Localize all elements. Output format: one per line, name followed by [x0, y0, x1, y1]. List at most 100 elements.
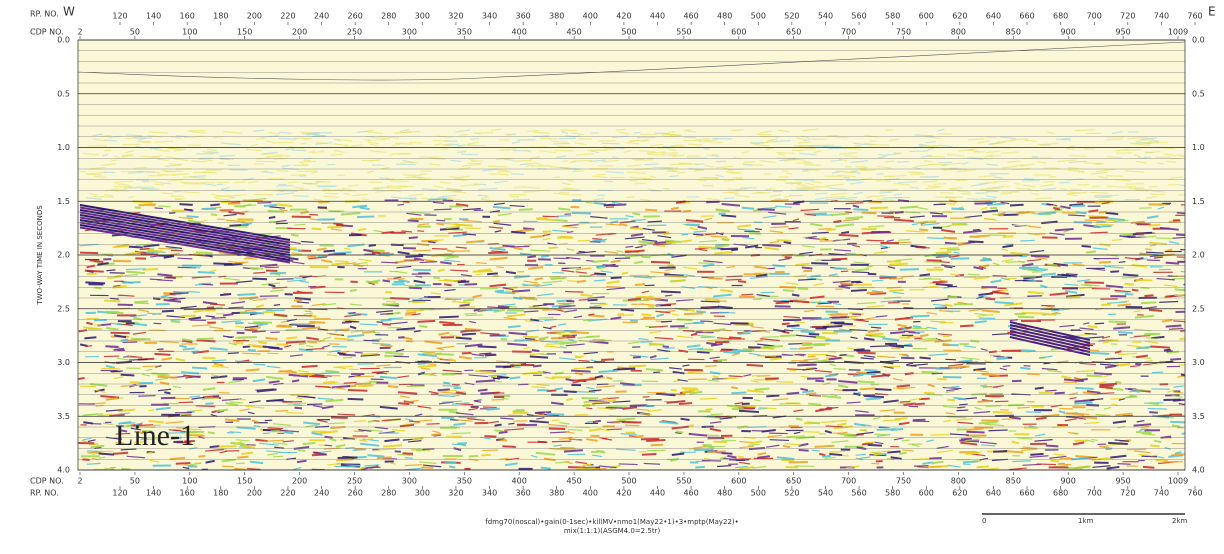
- trace-wiggle: [235, 361, 251, 362]
- trace-wiggle: [775, 199, 781, 200]
- cdp-ticks-label: 300: [402, 28, 417, 37]
- rp-ticks-label: 380: [549, 489, 564, 498]
- trace-wiggle: [771, 200, 788, 201]
- trace-wiggle: [458, 282, 470, 283]
- cdp-ticks-label: 650: [786, 477, 801, 486]
- trace-wiggle: [678, 327, 688, 328]
- trace-wiggle: [582, 398, 599, 399]
- trace-wiggle: [1169, 329, 1183, 330]
- trace-wiggle: [268, 211, 284, 212]
- cdp-ticks-label: 850: [1006, 28, 1021, 37]
- trace-wiggle: [593, 421, 601, 422]
- trace-wiggle: [636, 297, 654, 298]
- trace-wiggle: [302, 366, 318, 367]
- trace-wiggle: [94, 197, 114, 198]
- trace-wiggle: [788, 344, 802, 345]
- trace-wiggle: [307, 404, 322, 405]
- cdp-ticks-label: 400: [512, 28, 527, 37]
- trace-wiggle: [325, 371, 338, 372]
- trace-wiggle: [688, 371, 704, 372]
- trace-wiggle: [219, 446, 237, 447]
- trace-wiggle: [630, 228, 643, 229]
- trace-wiggle: [721, 215, 736, 216]
- rp-ticks-label: 320: [448, 489, 463, 498]
- rp-ticks-label: 500: [751, 489, 766, 498]
- trace-wiggle: [968, 274, 980, 275]
- trace-wiggle: [593, 261, 609, 262]
- rp-ticks-label: 680: [1053, 12, 1068, 21]
- trace-wiggle: [86, 346, 93, 347]
- trace-wiggle: [1178, 195, 1195, 196]
- trace-wiggle: [898, 239, 910, 240]
- trace-wiggle: [815, 193, 827, 194]
- trace-wiggle: [387, 186, 407, 187]
- trace-wiggle: [773, 301, 793, 302]
- trace-wiggle: [274, 305, 280, 306]
- trace-wiggle: [595, 241, 605, 242]
- trace-wiggle: [722, 453, 732, 454]
- trace-wiggle: [485, 355, 496, 356]
- trace-wiggle: [703, 331, 720, 332]
- trace-wiggle: [508, 415, 523, 416]
- trace-wiggle: [121, 339, 129, 340]
- trace-wiggle: [596, 174, 605, 175]
- trace-wiggle: [84, 337, 96, 338]
- trace-wiggle: [438, 389, 450, 390]
- trace-wiggle: [870, 346, 889, 347]
- trace-wiggle: [1166, 161, 1176, 162]
- trace-wiggle: [403, 175, 421, 176]
- trace-wiggle: [422, 449, 434, 450]
- trace-wiggle: [993, 451, 1007, 452]
- trace-wiggle: [797, 365, 816, 366]
- trace-wiggle: [113, 453, 128, 454]
- trace-wiggle: [889, 290, 903, 291]
- trace-wiggle: [85, 282, 105, 283]
- trace-wiggle: [829, 454, 842, 455]
- trace-wiggle: [646, 369, 663, 370]
- trace-wiggle: [268, 428, 284, 429]
- trace-wiggle: [565, 291, 583, 292]
- cdp-ticks-label: 1009: [1168, 28, 1188, 37]
- trace-wiggle: [434, 209, 452, 210]
- trace-wiggle: [187, 216, 199, 217]
- trace-wiggle: [1096, 415, 1105, 416]
- trace-wiggle: [995, 302, 1014, 303]
- trace-wiggle: [151, 373, 167, 374]
- trace-wiggle: [635, 183, 647, 184]
- trace-wiggle: [960, 326, 974, 327]
- trace-wiggle: [1156, 238, 1174, 239]
- trace-wiggle: [433, 140, 448, 141]
- trace-wiggle: [169, 149, 185, 150]
- trace-wiggle: [625, 425, 639, 426]
- rp-ticks-label: 260: [348, 12, 363, 21]
- trace-wiggle: [494, 430, 503, 431]
- cdp-ticks-label: 350: [457, 477, 472, 486]
- cdp-ticks-label: 900: [1061, 28, 1076, 37]
- trace-wiggle: [357, 216, 374, 217]
- trace-wiggle: [367, 467, 381, 468]
- trace-wiggle: [502, 446, 515, 447]
- trace-wiggle: [1145, 249, 1152, 250]
- trace-wiggle: [381, 262, 398, 263]
- trace-wiggle: [1181, 271, 1189, 272]
- trace-wiggle: [594, 203, 606, 204]
- trace-wiggle: [270, 273, 286, 274]
- trace-wiggle: [78, 378, 84, 379]
- rp-ticks-label: 320: [448, 12, 463, 21]
- rp-ticks-label: 240: [314, 489, 329, 498]
- trace-wiggle: [266, 400, 284, 401]
- trace-wiggle: [555, 388, 563, 389]
- trace-wiggle: [1134, 424, 1152, 425]
- rp-ticks-label: 440: [650, 12, 665, 21]
- rp-ticks-label: 420: [616, 489, 631, 498]
- trace-wiggle: [713, 376, 719, 377]
- trace-wiggle: [345, 321, 359, 322]
- trace-wiggle: [700, 321, 713, 322]
- trace-wiggle: [764, 346, 783, 347]
- trace-wiggle: [1090, 232, 1107, 233]
- trace-wiggle: [695, 164, 705, 165]
- trace-wiggle: [1169, 221, 1181, 222]
- trace-wiggle: [945, 305, 953, 306]
- trace-wiggle: [279, 371, 296, 372]
- trace-wiggle: [950, 366, 970, 367]
